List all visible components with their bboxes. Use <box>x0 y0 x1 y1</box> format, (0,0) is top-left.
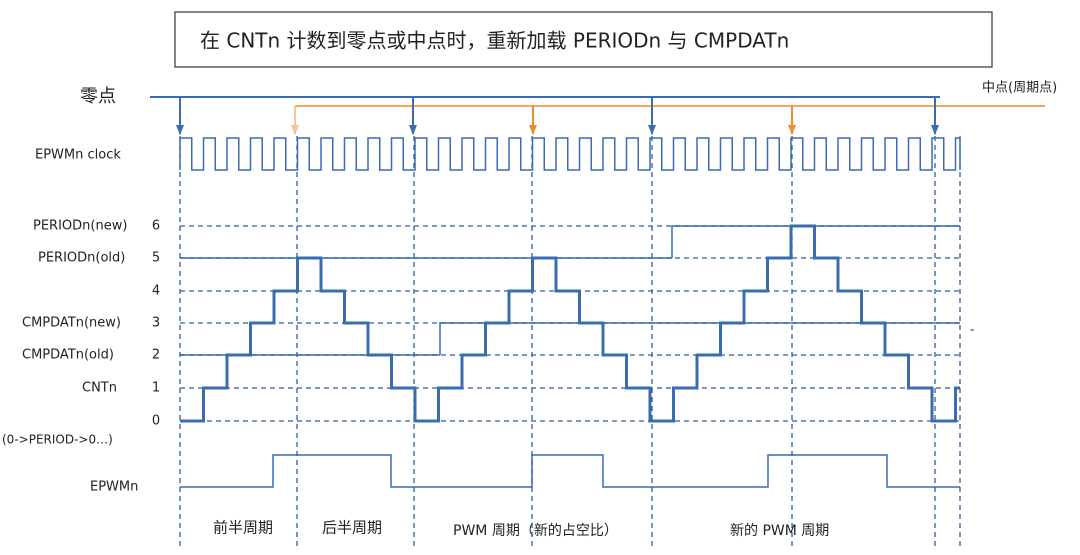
signal-label: CMPDATn(old) <box>22 348 114 363</box>
signal-label: (0->PERIOD->0…) <box>2 433 113 447</box>
signal-label: PERIODn(new) <box>33 219 127 234</box>
phase-label: 后半周期 <box>322 519 382 537</box>
title: 在 CNTn 计数到零点或中点时，重新加载 PERIODn 与 CMPDATn <box>200 29 789 53</box>
level-label: 3 <box>152 316 160 331</box>
signal-label: PERIODn(old) <box>38 251 125 266</box>
phase-label: 前半周期 <box>213 519 273 537</box>
output-label: EPWMn <box>90 480 138 495</box>
level-label: 0 <box>152 414 160 429</box>
mark: - <box>970 323 974 337</box>
clock-label: EPWMn clock <box>35 148 121 163</box>
level-label: 4 <box>152 284 160 299</box>
title-box <box>174 11 993 68</box>
level-label: 6 <box>152 219 160 234</box>
phase-label: 新的 PWM 周期 <box>730 523 829 539</box>
clock-wave <box>179 137 961 171</box>
epwm-output <box>180 454 960 488</box>
mid-label: 中点(周期点) <box>982 81 1057 96</box>
level-label: 1 <box>152 381 160 396</box>
signal-label: CNTn <box>82 381 117 396</box>
level-label: 5 <box>152 251 160 266</box>
cmp-new <box>439 322 960 355</box>
phase-label: PWM 周期（新的占空比） <box>453 523 618 539</box>
counter-wave <box>180 224 960 423</box>
zero-label: 零点 <box>80 86 116 107</box>
signal-label: CMPDATn(new) <box>22 316 121 331</box>
level-labels: 6 5 4 3 2 1 0 <box>152 219 160 429</box>
arrows <box>176 97 939 135</box>
level-label: 2 <box>152 348 160 363</box>
